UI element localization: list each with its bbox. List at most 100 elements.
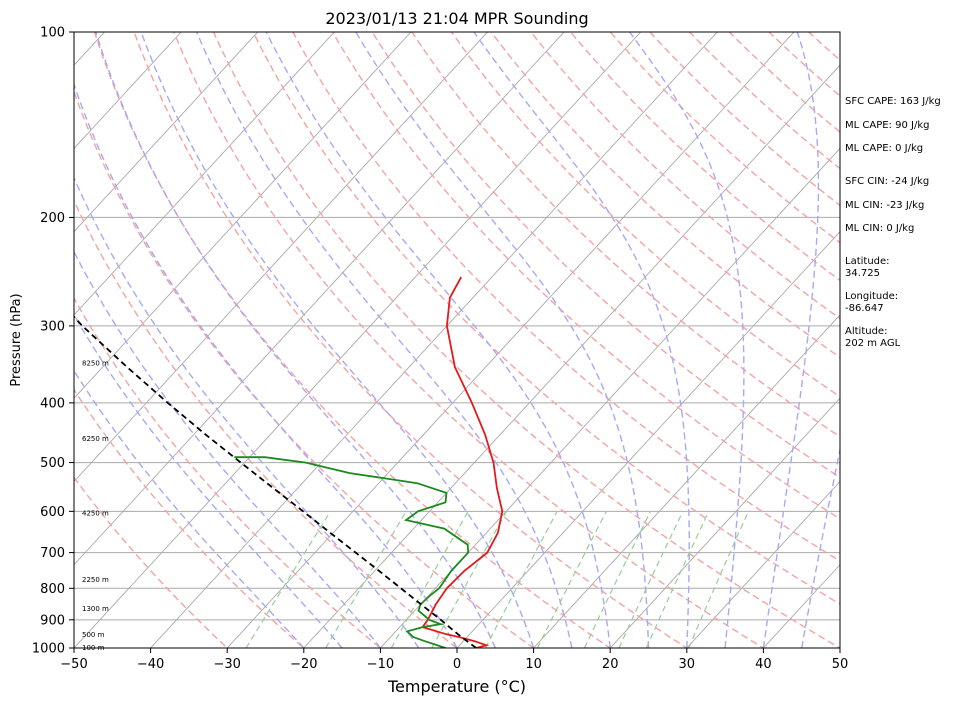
x-tick-label: 10 [525, 657, 542, 672]
x-tick-label: −20 [290, 657, 317, 672]
moist-adiabat-line [762, 32, 820, 648]
plot-frame [73, 31, 841, 649]
dry-adiabat-line [728, 32, 840, 133]
altitude-value: 202 m AGL [845, 338, 901, 349]
x-tick-label: −40 [137, 657, 164, 672]
isotherm-line [303, 64, 840, 648]
x-axis-ticks: −50 −40 −30 −20 −10 0 10 20 30 40 50 [60, 648, 848, 672]
dewpoint-profile-line [234, 456, 470, 648]
dry-adiabat-line [133, 32, 689, 648]
dry-adiabats [74, 32, 840, 648]
moist-adiabat-line [74, 82, 458, 648]
mixing-ratio-line [645, 511, 710, 648]
y-tick-label: 1000 [32, 642, 65, 657]
x-tick-label: 0 [453, 657, 461, 672]
dry-adiabat-line [74, 199, 459, 648]
dry-adiabat-line [74, 476, 229, 648]
x-tick-label: 50 [832, 657, 849, 672]
y-tick-label: 800 [40, 582, 65, 597]
ml-cape-text-2: ML CAPE: 0 J/kg [845, 143, 923, 154]
moist-adiabat-line [140, 32, 535, 648]
x-tick-label: 30 [679, 657, 696, 672]
mixing-ratio-line [583, 511, 652, 648]
moist-adiabat-line [74, 313, 343, 648]
isotherm-line [456, 231, 840, 648]
ml-cape-text-1: ML CAPE: 90 J/kg [845, 120, 929, 131]
height-label: 6250 m [82, 435, 109, 443]
moist-adiabat-line [801, 446, 840, 648]
latitude-value: 34.725 [845, 268, 880, 279]
y-tick-label: 300 [40, 319, 65, 334]
moist-adiabat-line [74, 369, 305, 648]
ml-cin-text-1: ML CIN: -23 J/kg [845, 200, 924, 211]
sfc-cape-text: SFC CAPE: 163 J/kg [845, 96, 941, 107]
dry-adiabat-line [530, 32, 840, 320]
ml-cin-text-2: ML CIN: 0 J/kg [845, 223, 914, 234]
longitude-value: -86.647 [845, 303, 884, 314]
dry-adiabat-line [74, 89, 535, 648]
mixing-ratio-line [431, 511, 508, 648]
y-axis-ticks: 100 200 300 400 500 600 700 800 900 1000 [32, 26, 74, 657]
y-tick-label: 500 [40, 456, 65, 471]
side-panel: SFC CAPE: 163 J/kg ML CAPE: 90 J/kg ML C… [845, 96, 941, 349]
mixing-ratio-line [245, 510, 332, 648]
moist-adiabat-line [74, 250, 381, 648]
y-axis-label: Pressure (hPa) [9, 293, 24, 386]
dry-adiabat-line [411, 32, 840, 438]
mixing-ratio-line [390, 510, 469, 648]
mixing-ratio-line [325, 510, 407, 648]
mixing-ratio-line [536, 511, 607, 648]
mixing-ratio-line [618, 511, 684, 648]
isotherm-line [74, 32, 259, 233]
moist-adiabat-line [473, 32, 690, 648]
isotherm-line [532, 314, 840, 648]
dry-adiabat-line [371, 32, 840, 479]
y-tick-label: 200 [40, 211, 65, 226]
height-label: 500 m [82, 631, 105, 639]
y-tick-label: 600 [40, 505, 65, 520]
isotherm-line [74, 32, 412, 399]
x-axis-label: Temperature (°C) [387, 677, 526, 696]
moist-adiabats [74, 32, 840, 648]
parcel-profile-line [74, 315, 477, 648]
y-tick-label: 100 [40, 26, 65, 41]
isotherm-line [609, 397, 840, 648]
dry-adiabat-line [292, 32, 840, 562]
isotherm-line [74, 32, 335, 316]
y-tick-label: 900 [40, 613, 65, 628]
dry-adiabat-line [331, 32, 840, 520]
y-tick-label: 400 [40, 396, 65, 411]
isotherm-gridlines [74, 32, 840, 648]
temperature-profile-line [421, 276, 504, 648]
mixing-ratio-line [484, 511, 558, 648]
height-label: 8250 m [82, 359, 109, 367]
dry-adiabat-line [252, 32, 840, 605]
height-label: 2250 m [82, 576, 109, 584]
moist-adiabat-line [195, 32, 573, 648]
dry-adiabat-line [173, 32, 765, 648]
isotherm-line [74, 32, 182, 150]
dry-adiabat-line [74, 296, 382, 648]
x-tick-label: −30 [213, 657, 240, 672]
dry-adiabat-line [212, 32, 840, 648]
moist-adiabat-line [74, 176, 420, 648]
longitude-label: Longitude: [845, 291, 898, 302]
dry-adiabat-line [93, 32, 612, 648]
y-tick-label: 700 [40, 546, 65, 561]
chart-title: 2023/01/13 21:04 MPR Sounding [325, 9, 588, 28]
dry-adiabat-line [450, 32, 840, 398]
moist-adiabat-line [354, 32, 650, 648]
isobar-gridlines [74, 216, 840, 621]
height-labels: 100 m 500 m 1300 m 2250 m 4250 m 6250 m 8250 m [82, 359, 109, 652]
height-label: 1300 m [82, 605, 109, 613]
isotherm-line [74, 32, 642, 648]
x-tick-label: −10 [367, 657, 394, 672]
sounding-series [74, 276, 504, 648]
latitude-label: Latitude: [845, 256, 890, 267]
isotherm-line [149, 32, 718, 648]
x-tick-label: 20 [602, 657, 619, 672]
mixing-ratio-line [688, 511, 750, 648]
x-tick-label: −50 [60, 657, 87, 672]
sfc-cin-text: SFC CIN: -24 J/kg [845, 176, 929, 187]
